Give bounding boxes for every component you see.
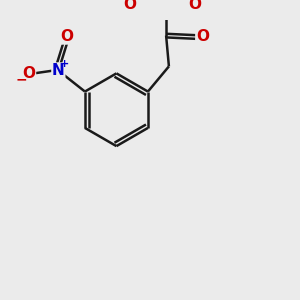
Text: O: O [188, 0, 201, 12]
Text: O: O [60, 29, 73, 44]
Text: +: + [60, 59, 69, 69]
Text: −: − [15, 73, 27, 86]
Text: O: O [196, 29, 209, 44]
Text: O: O [22, 66, 35, 81]
Text: O: O [123, 0, 136, 12]
Text: N: N [52, 63, 65, 78]
